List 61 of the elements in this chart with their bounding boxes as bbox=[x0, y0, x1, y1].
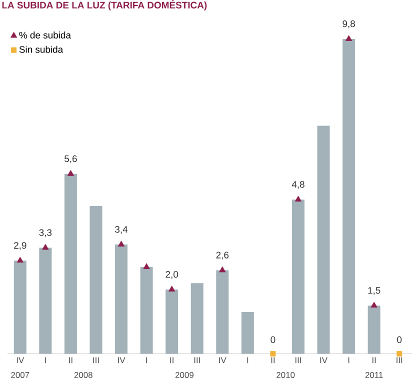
bar bbox=[241, 312, 254, 354]
bar bbox=[166, 290, 178, 354]
x-tick-label: III bbox=[396, 357, 402, 364]
x-tick-label: III bbox=[194, 357, 200, 364]
bar bbox=[317, 126, 330, 354]
bar bbox=[216, 270, 229, 354]
point bbox=[370, 302, 378, 308]
bar bbox=[342, 39, 356, 354]
x-tick-label: IV bbox=[320, 357, 328, 364]
x-tick-label: II bbox=[372, 357, 376, 364]
chart-title: LA SUBIDA DE LA LUZ (TARIFA DOMÉSTICA) bbox=[2, 0, 207, 10]
bar bbox=[64, 174, 77, 354]
point bbox=[16, 256, 24, 263]
point bbox=[270, 351, 276, 357]
data-label: 9,8 bbox=[342, 20, 355, 28]
bar bbox=[292, 200, 304, 354]
data-label: 1,5 bbox=[368, 287, 380, 295]
data-label: 0 bbox=[270, 336, 276, 344]
data-label: 3,4 bbox=[115, 226, 128, 234]
text: 2009 bbox=[175, 372, 194, 378]
text: 2008 bbox=[74, 372, 92, 378]
text: 2011 bbox=[365, 372, 383, 378]
point bbox=[118, 240, 125, 247]
point bbox=[67, 170, 74, 176]
x-tick-label: III bbox=[93, 357, 99, 364]
point bbox=[168, 286, 176, 292]
data-label: 2,0 bbox=[166, 271, 178, 279]
data-label: 5,6 bbox=[64, 155, 77, 164]
x-tick-label: I bbox=[146, 357, 147, 364]
point bbox=[294, 196, 302, 202]
legend-label: Sin subida bbox=[19, 46, 64, 53]
data-label: 0 bbox=[397, 336, 402, 344]
bar bbox=[140, 267, 153, 354]
x-tick-label: I bbox=[247, 357, 248, 364]
bar bbox=[368, 306, 380, 354]
x-tick-label: II bbox=[69, 357, 72, 364]
point bbox=[396, 351, 402, 357]
text: 2007 bbox=[11, 372, 30, 378]
x-tick-label: III bbox=[295, 357, 301, 364]
x-tick-label: IV bbox=[219, 357, 226, 364]
x-tick-label: II bbox=[170, 357, 174, 364]
data-label: 2,9 bbox=[14, 242, 26, 250]
bar bbox=[14, 260, 26, 354]
bar bbox=[115, 244, 128, 354]
text: 2010 bbox=[276, 372, 295, 378]
data-label: 4,8 bbox=[292, 181, 304, 189]
data-label: 2,6 bbox=[216, 252, 229, 260]
x-tick-label: I bbox=[348, 357, 350, 364]
point bbox=[219, 266, 226, 272]
data-label: 3,3 bbox=[39, 229, 52, 238]
x-tick-label: I bbox=[45, 357, 46, 364]
bar bbox=[90, 206, 102, 354]
bar bbox=[190, 283, 204, 354]
bar bbox=[39, 248, 52, 354]
legend-label: % de subida bbox=[19, 32, 71, 39]
point bbox=[42, 244, 49, 250]
point bbox=[143, 263, 150, 270]
point bbox=[345, 35, 352, 42]
x-tick-label: II bbox=[271, 357, 275, 364]
x-tick-label: IV bbox=[118, 357, 126, 364]
x-tick-label: IV bbox=[16, 357, 24, 364]
